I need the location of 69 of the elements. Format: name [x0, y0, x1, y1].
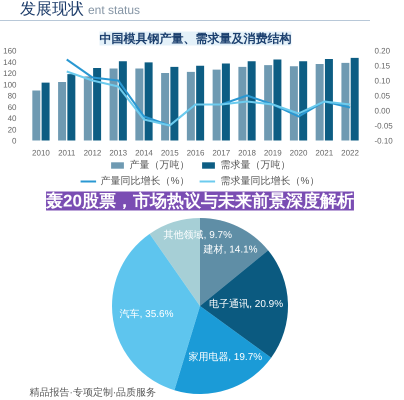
legend-label: 需求量（万吨）: [220, 158, 290, 172]
x-tick-label: 2020: [290, 148, 308, 158]
bar: [161, 73, 170, 140]
y2-tick-label: -0.05: [374, 122, 394, 130]
y-tick-label: 40: [8, 114, 18, 123]
bar: [58, 82, 66, 140]
bar: [222, 63, 230, 140]
y-tick-label: 140: [3, 58, 18, 67]
bar: [273, 60, 282, 140]
slice-label: 电子通讯, 20.9%: [209, 298, 284, 310]
x-tick-label: 2015: [160, 148, 180, 158]
bar: [32, 90, 40, 140]
x-tick-label: 2014: [135, 148, 154, 158]
bar: [350, 58, 359, 140]
y2-tick-label: -0.10: [374, 136, 394, 146]
slice-label: 汽车, 35.6%: [120, 308, 174, 320]
y2-tick-label: 0.05: [374, 92, 391, 100]
bar: [299, 61, 308, 140]
y-tick-label: 20: [8, 125, 18, 134]
bar: [118, 61, 127, 140]
text: 精品报告·专项定制·品质服务: [30, 386, 156, 398]
x-tick-label: 2016: [186, 148, 205, 158]
bar: [341, 62, 350, 140]
x-tick-label: 2013: [109, 148, 128, 158]
bar: [316, 64, 324, 140]
text: ent status: [88, 3, 140, 17]
y2-tick-label: 0.10: [374, 76, 391, 86]
legend-label: 产量（万吨）: [130, 158, 190, 172]
x-tick-label: 2022: [341, 148, 360, 158]
bar: [170, 66, 178, 140]
y-tick-label: 0: [12, 136, 18, 146]
y-tick-label: 100: [3, 80, 18, 90]
bar: [324, 58, 333, 140]
legend-label: 需求量同比增长（%）: [220, 174, 320, 188]
y2-tick-label: 0.00: [374, 106, 391, 116]
x-tick-label: 2011: [58, 148, 76, 158]
x-tick-label: 2012: [84, 148, 102, 158]
bar: [248, 61, 256, 140]
y-tick-label: 80: [8, 92, 18, 100]
text: 发展现状: [20, 1, 84, 18]
bar: [67, 74, 76, 140]
legend-label: 产量同比增长（%）: [100, 174, 190, 188]
y-tick-label: 120: [3, 69, 18, 78]
text: 轰20股票，市场热议与未来前景深度解析: [45, 192, 354, 210]
line-series: [66, 70, 352, 126]
bar: [144, 62, 153, 140]
bar: [110, 68, 118, 140]
y2-tick-label: 0.20: [374, 46, 391, 56]
bar: [135, 68, 144, 140]
y2-tick-label: 0.15: [374, 62, 391, 70]
y-tick-label: 160: [3, 46, 18, 56]
bar: [290, 66, 298, 140]
bar: [264, 65, 272, 140]
bar: [42, 82, 50, 140]
bar: [84, 76, 92, 140]
bar: [93, 68, 102, 140]
bar: [196, 66, 204, 140]
x-tick-label: 2017: [212, 148, 231, 158]
x-tick-label: 2018: [238, 148, 256, 158]
y-tick-label: 60: [8, 102, 18, 112]
chart-title: 中国模具钢产量、需求量及消费结构: [100, 32, 292, 46]
slice-label: 家用电器, 19.7%: [188, 350, 262, 363]
bar: [212, 70, 221, 140]
x-tick-label: 2010: [32, 148, 50, 158]
bar: [238, 66, 246, 140]
bar: [186, 72, 195, 140]
slice-label: 建材, 14.1%: [202, 243, 258, 256]
x-tick-label: 2019: [264, 148, 282, 158]
x-tick-label: 2021: [315, 148, 334, 158]
